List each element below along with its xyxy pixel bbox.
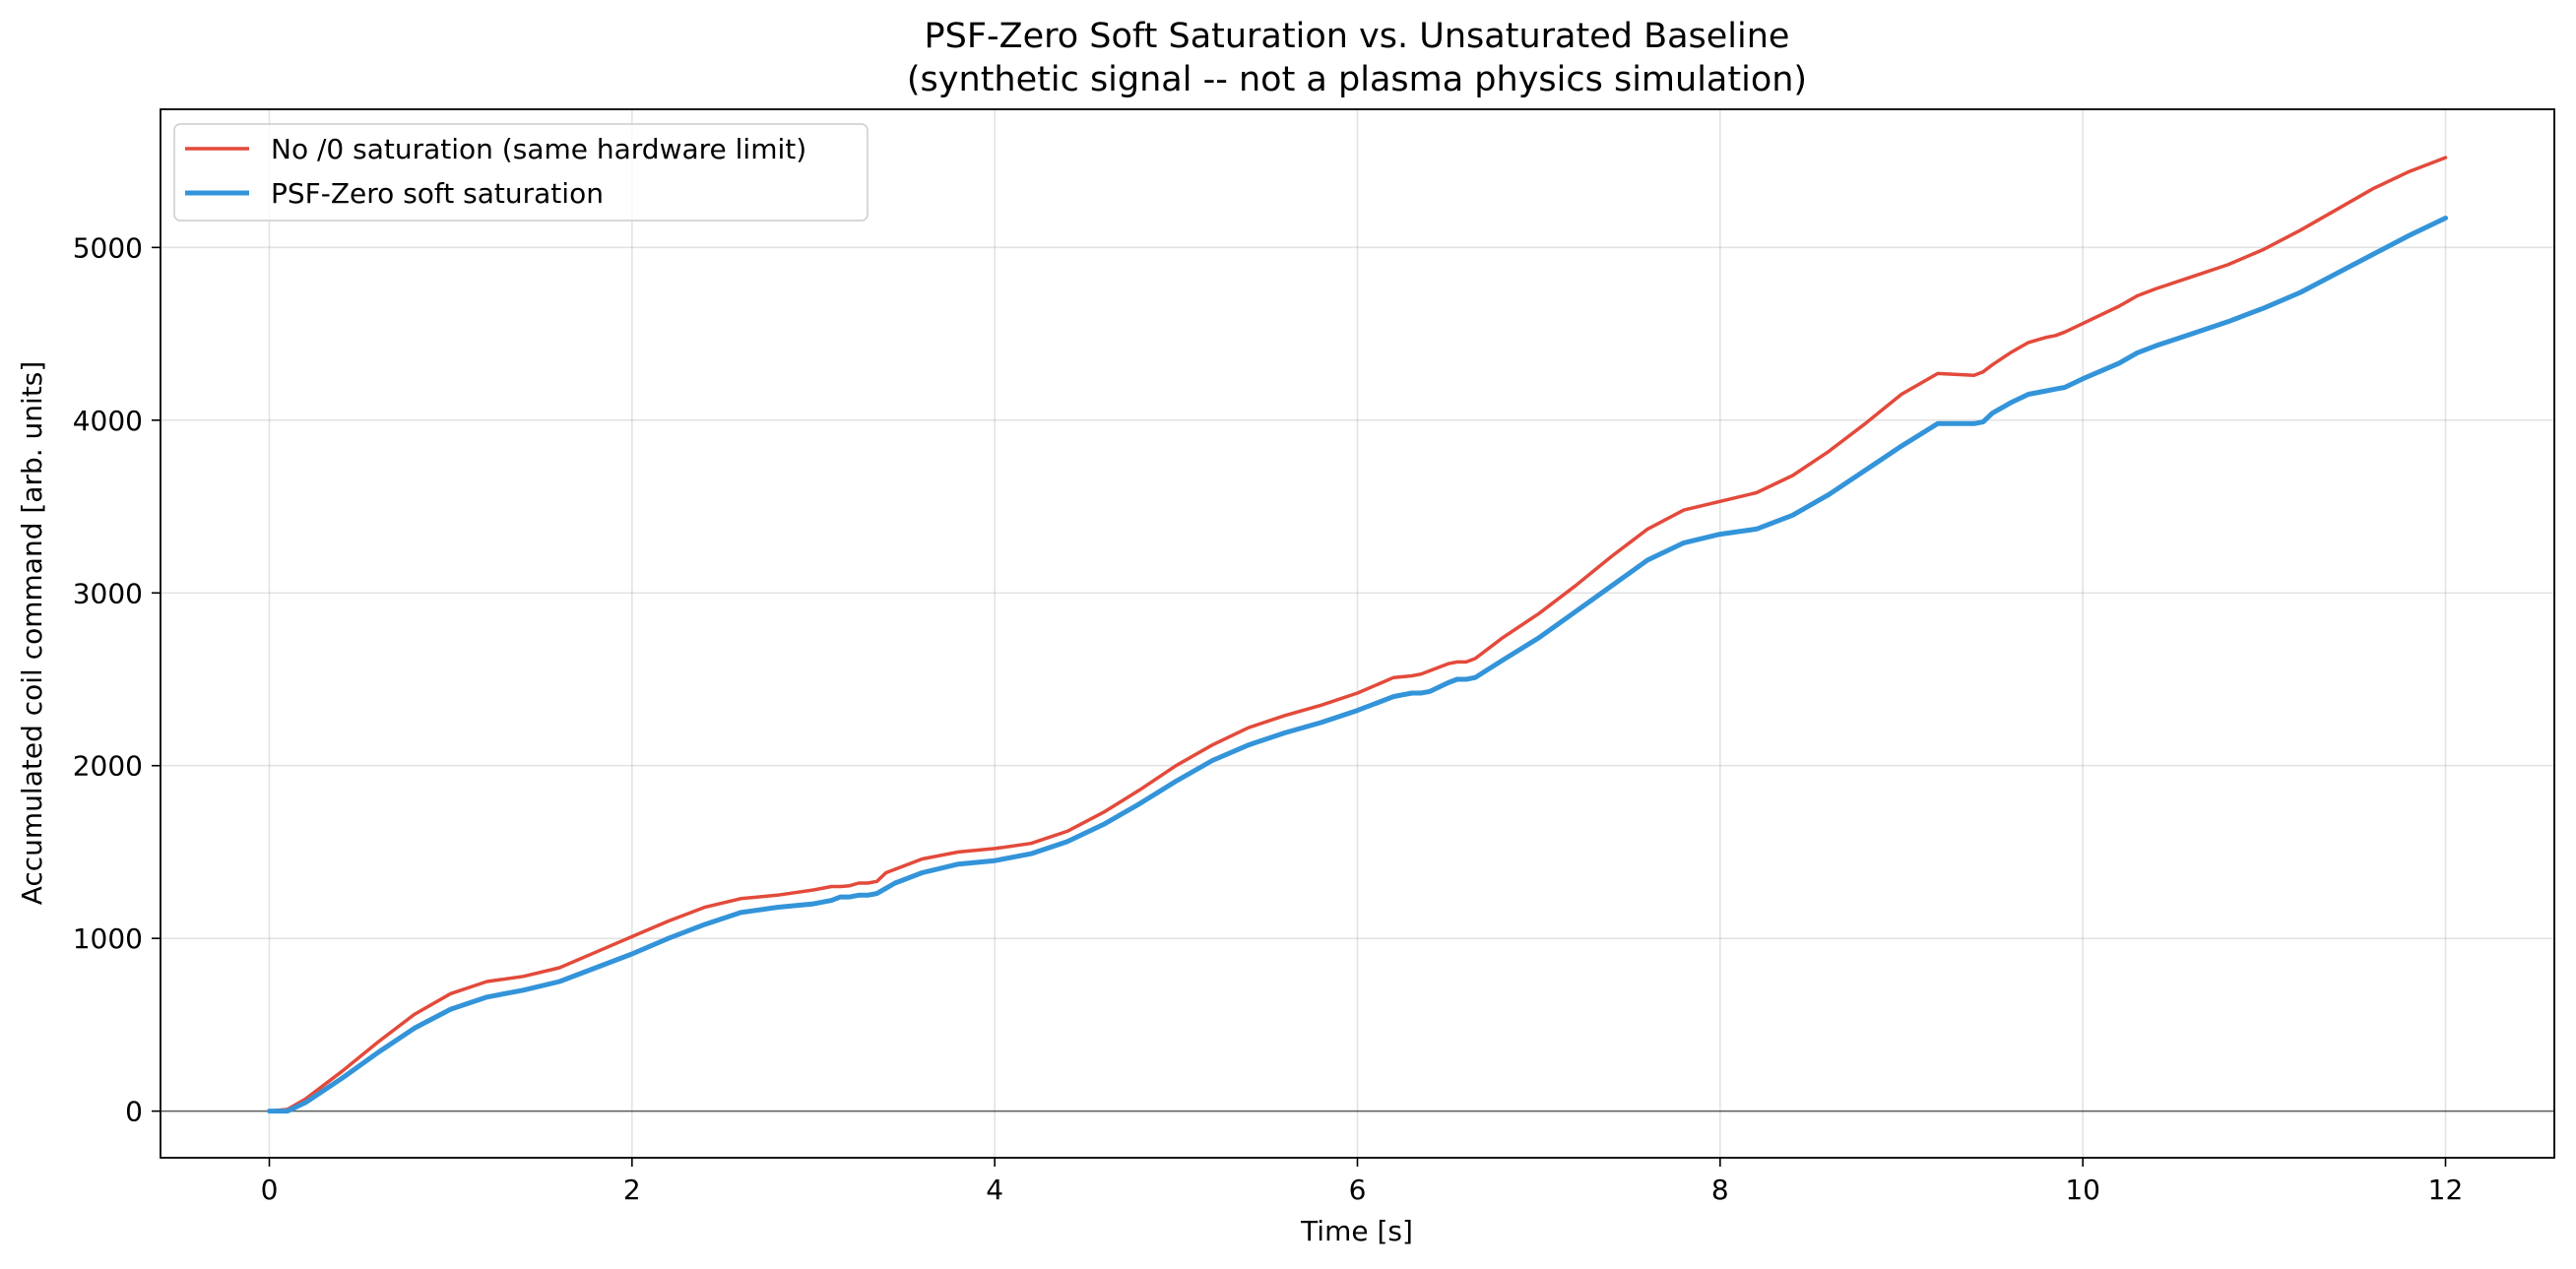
x-tick-label: 2 bbox=[623, 1174, 641, 1206]
chart-subtitle: (synthetic signal -- not a plasma physic… bbox=[907, 60, 1807, 99]
legend-label-psf-zero: PSF-Zero soft saturation bbox=[271, 177, 604, 210]
y-tick-label: 2000 bbox=[73, 750, 143, 783]
x-tick-label: 0 bbox=[261, 1174, 279, 1206]
x-axis-label: Time [s] bbox=[1300, 1215, 1413, 1247]
series-layer bbox=[267, 156, 2448, 1114]
y-tick-label: 1000 bbox=[73, 922, 143, 955]
x-tick-label: 4 bbox=[986, 1174, 1003, 1206]
y-tick-label: 0 bbox=[125, 1096, 143, 1128]
x-tick-label: 12 bbox=[2428, 1174, 2464, 1206]
legend-label-baseline: No /0 saturation (same hardware limit) bbox=[271, 133, 806, 165]
y-tick-label: 5000 bbox=[73, 231, 143, 264]
x-tick-label: 6 bbox=[1349, 1174, 1367, 1206]
axis-ticks: 0 2 4 6 8 10 12 0 1000 2000 3000 4000 5000 bbox=[73, 231, 2464, 1206]
series-line-baseline bbox=[267, 156, 2448, 1113]
legend-box bbox=[173, 123, 869, 222]
y-tick-label: 3000 bbox=[73, 577, 143, 609]
series-line-psf-zero bbox=[267, 216, 2448, 1114]
legend: No /0 saturation (same hardware limit) P… bbox=[173, 123, 869, 222]
chart-title: PSF-Zero Soft Saturation vs. Unsaturated… bbox=[925, 17, 1790, 56]
x-tick-label: 8 bbox=[1711, 1174, 1729, 1206]
plot-area-frame bbox=[160, 108, 2555, 1159]
x-tick-label: 10 bbox=[2065, 1174, 2100, 1206]
y-tick-label: 4000 bbox=[73, 405, 143, 437]
y-axis-label: Accumulated coil command [arb. units] bbox=[16, 361, 48, 906]
